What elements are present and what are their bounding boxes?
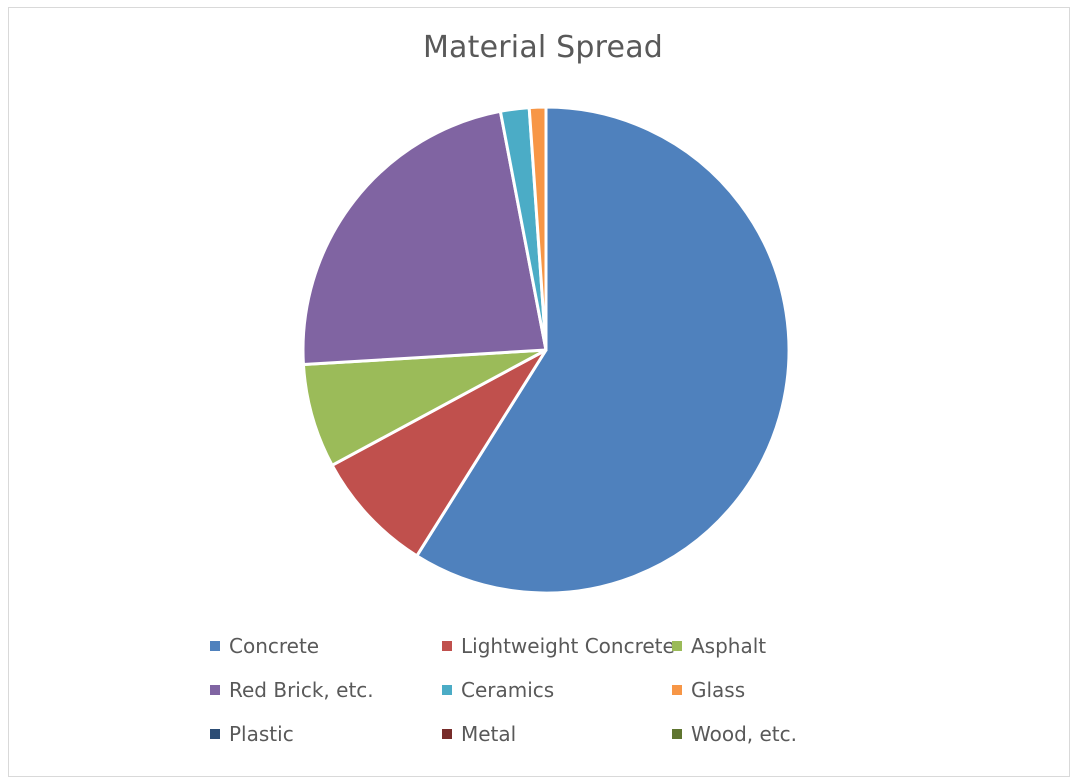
pie-slice-glass — [527, 105, 548, 352]
pie-slices — [301, 105, 791, 595]
pie-slice-concrete — [415, 105, 791, 595]
pie-slice-red-brick-etc — [301, 109, 548, 367]
pie-slice-lightweight-concrete — [330, 348, 548, 558]
chart-title: Material Spread — [422, 30, 664, 65]
pie-slice-asphalt — [301, 348, 548, 467]
